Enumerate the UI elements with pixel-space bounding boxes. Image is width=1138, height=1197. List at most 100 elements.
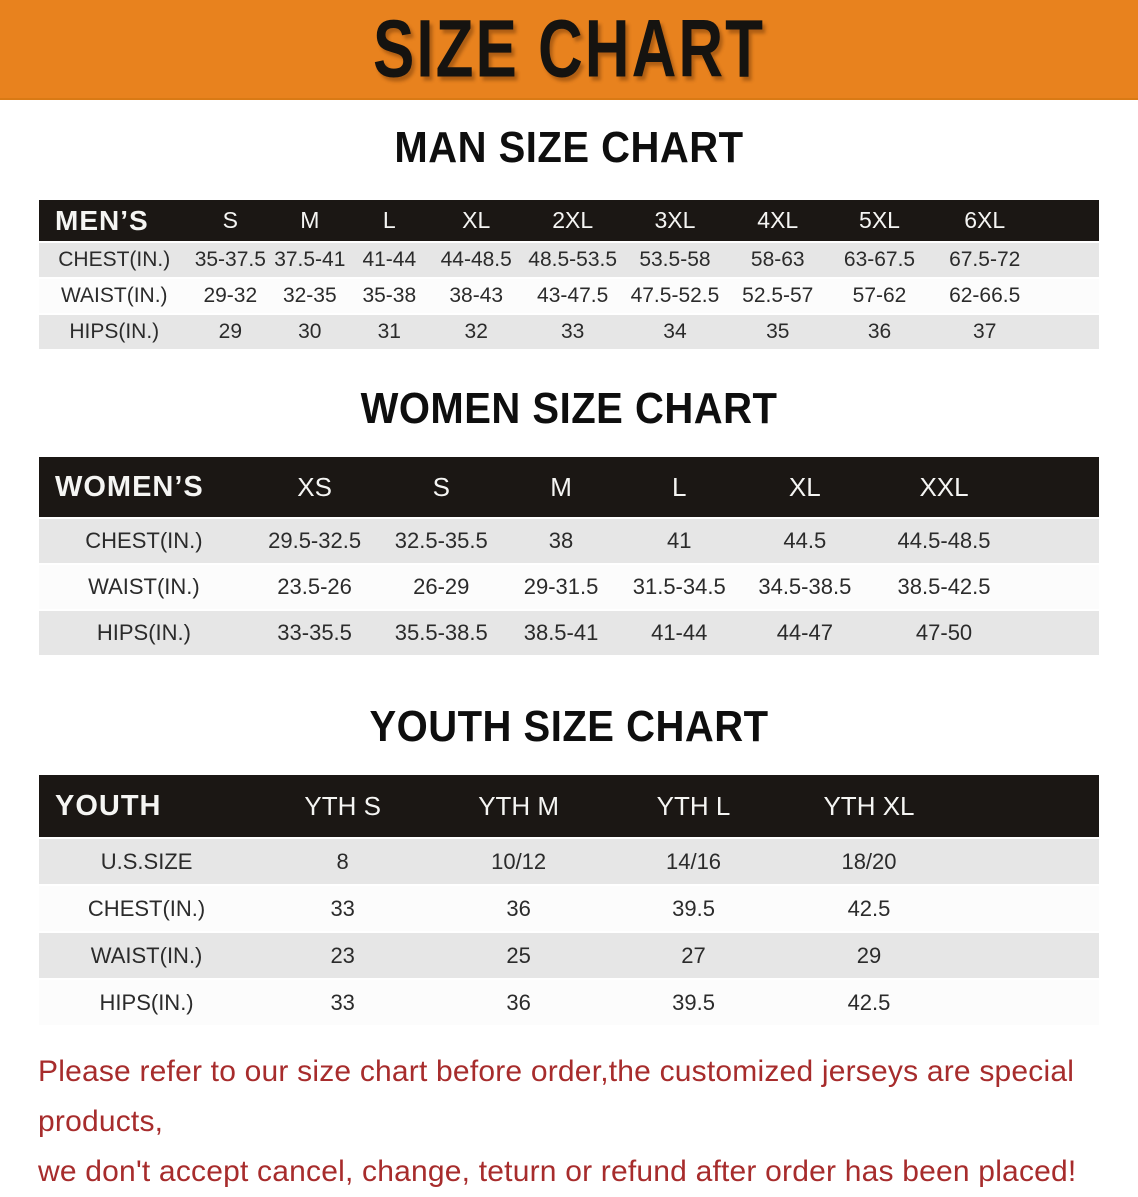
table-header-label: WOMEN’S <box>39 457 249 517</box>
size-value-cell: 23.5-26 <box>248 565 381 609</box>
size-value-cell: 36 <box>431 886 607 931</box>
banner-title: SIZE CHART <box>373 3 765 95</box>
size-column-header: S <box>189 200 272 241</box>
disclaimer-line-2: we don't accept cancel, change, teturn o… <box>38 1155 1077 1188</box>
size-value-cell: 32 <box>430 315 523 349</box>
table-row: U.S.SIZE 8 10/12 14/16 18/20 <box>39 839 1099 884</box>
size-value-cell: 41-44 <box>348 243 431 277</box>
size-value-cell: 38.5-42.5 <box>871 565 1099 609</box>
size-column-header: 2XL <box>522 200 624 241</box>
table-row: WAIST(IN.) 29-32 32-35 35-38 38-43 43-47.5 47.… <box>39 279 1099 313</box>
size-value-cell: 48.5-53.5 <box>522 243 624 277</box>
disclaimer-line-1: Please refer to our size chart before or… <box>38 1055 1075 1138</box>
size-value-cell: 32-35 <box>271 279 349 313</box>
table-row: WAIST(IN.) 23 25 27 29 <box>39 933 1099 978</box>
size-value-cell: 39.5 <box>606 886 781 931</box>
size-column-header: YTH S <box>254 775 432 837</box>
row-label: CHEST(IN.) <box>39 243 190 277</box>
size-column-header: YTH L <box>606 775 781 837</box>
table-header-label: MEN’S <box>39 200 190 241</box>
row-label: CHEST(IN.) <box>39 519 249 563</box>
size-value-cell: 47.5-52.5 <box>623 279 727 313</box>
size-value-cell: 8 <box>254 839 432 884</box>
table-row: CHEST(IN.) 33 36 39.5 42.5 <box>39 886 1099 931</box>
table-row: CHEST(IN.) 35-37.5 37.5-41 41-44 44-48.5 48.5… <box>39 243 1099 277</box>
row-label: U.S.SIZE <box>39 839 255 884</box>
men-section-title: MAN SIZE CHART <box>394 124 744 172</box>
size-value-cell: 47-50 <box>871 611 1099 655</box>
row-label: WAIST(IN.) <box>39 279 190 313</box>
table-header-row: WOMEN’S XS S M L XL XXL <box>39 457 1099 517</box>
size-value-cell: 42.5 <box>780 980 1099 1025</box>
size-value-cell: 63-67.5 <box>828 243 931 277</box>
size-value-cell: 35.5-38.5 <box>380 611 503 655</box>
size-table-women: WOMEN’S XS S M L XL XXL CHEST(IN.) 29.5-32.5 32.5… <box>39 455 1099 657</box>
youth-section-title: YOUTH SIZE CHART <box>369 703 769 751</box>
size-value-cell: 33-35.5 <box>248 611 381 655</box>
size-value-cell: 57-62 <box>828 279 931 313</box>
size-value-cell: 44.5 <box>738 519 872 563</box>
size-value-cell: 10/12 <box>431 839 607 884</box>
size-column-header: XL <box>430 200 523 241</box>
table-row: WAIST(IN.) 23.5-26 26-29 29-31.5 31.5-34.5 34… <box>39 565 1099 609</box>
size-value-cell: 38-43 <box>430 279 523 313</box>
women-section-title: WOMEN SIZE CHART <box>360 385 778 433</box>
size-value-cell: 39.5 <box>606 980 781 1025</box>
size-value-cell: 38 <box>502 519 620 563</box>
size-column-header: XXL <box>871 457 1099 517</box>
size-value-cell: 23 <box>254 933 432 978</box>
size-value-cell: 29-32 <box>189 279 272 313</box>
table-row: HIPS(IN.) 33-35.5 35.5-38.5 38.5-41 41-44 44-… <box>39 611 1099 655</box>
size-value-cell: 36 <box>828 315 931 349</box>
size-column-header: 4XL <box>726 200 829 241</box>
size-column-header: 6XL <box>930 200 1099 241</box>
table-header-label: YOUTH <box>39 775 255 837</box>
size-value-cell: 44-48.5 <box>430 243 523 277</box>
row-label: HIPS(IN.) <box>39 315 190 349</box>
size-column-header: M <box>271 200 349 241</box>
table-row: HIPS(IN.) 33 36 39.5 42.5 <box>39 980 1099 1025</box>
size-value-cell: 43-47.5 <box>522 279 624 313</box>
size-value-cell: 44.5-48.5 <box>871 519 1099 563</box>
size-value-cell: 41-44 <box>619 611 739 655</box>
size-chart-banner: SIZE CHART <box>0 0 1138 100</box>
size-value-cell: 31 <box>348 315 431 349</box>
size-value-cell: 37.5-41 <box>271 243 349 277</box>
size-column-header: XS <box>248 457 381 517</box>
table-row: CHEST(IN.) 29.5-32.5 32.5-35.5 38 41 44.5 44.5… <box>39 519 1099 563</box>
row-label: WAIST(IN.) <box>39 933 255 978</box>
size-value-cell: 27 <box>606 933 781 978</box>
size-value-cell: 38.5-41 <box>502 611 620 655</box>
size-value-cell: 33 <box>254 980 432 1025</box>
size-value-cell: 29.5-32.5 <box>248 519 381 563</box>
row-label: HIPS(IN.) <box>39 611 249 655</box>
size-value-cell: 29 <box>189 315 272 349</box>
table-row: HIPS(IN.) 29 30 31 32 33 34 35 36 37 <box>39 315 1099 349</box>
size-value-cell: 42.5 <box>780 886 1099 931</box>
size-value-cell: 62-66.5 <box>930 279 1099 313</box>
size-value-cell: 26-29 <box>380 565 503 609</box>
size-value-cell: 35-38 <box>348 279 431 313</box>
size-value-cell: 31.5-34.5 <box>619 565 739 609</box>
size-column-header: M <box>502 457 620 517</box>
size-value-cell: 41 <box>619 519 739 563</box>
size-value-cell: 52.5-57 <box>726 279 829 313</box>
size-value-cell: 35-37.5 <box>189 243 272 277</box>
row-label: HIPS(IN.) <box>39 980 255 1025</box>
size-value-cell: 34.5-38.5 <box>738 565 872 609</box>
size-column-header: 5XL <box>828 200 931 241</box>
size-column-header: L <box>348 200 431 241</box>
size-value-cell: 34 <box>623 315 727 349</box>
table-header-row: YOUTH YTH S YTH M YTH L YTH XL <box>39 775 1099 837</box>
size-value-cell: 37 <box>930 315 1099 349</box>
size-value-cell: 44-47 <box>738 611 872 655</box>
size-value-cell: 29 <box>780 933 1099 978</box>
size-value-cell: 53.5-58 <box>623 243 727 277</box>
size-value-cell: 14/16 <box>606 839 781 884</box>
row-label: CHEST(IN.) <box>39 886 255 931</box>
size-value-cell: 35 <box>726 315 829 349</box>
size-value-cell: 58-63 <box>726 243 829 277</box>
size-column-header: 3XL <box>623 200 727 241</box>
size-column-header: L <box>619 457 739 517</box>
size-column-header: YTH XL <box>780 775 1099 837</box>
